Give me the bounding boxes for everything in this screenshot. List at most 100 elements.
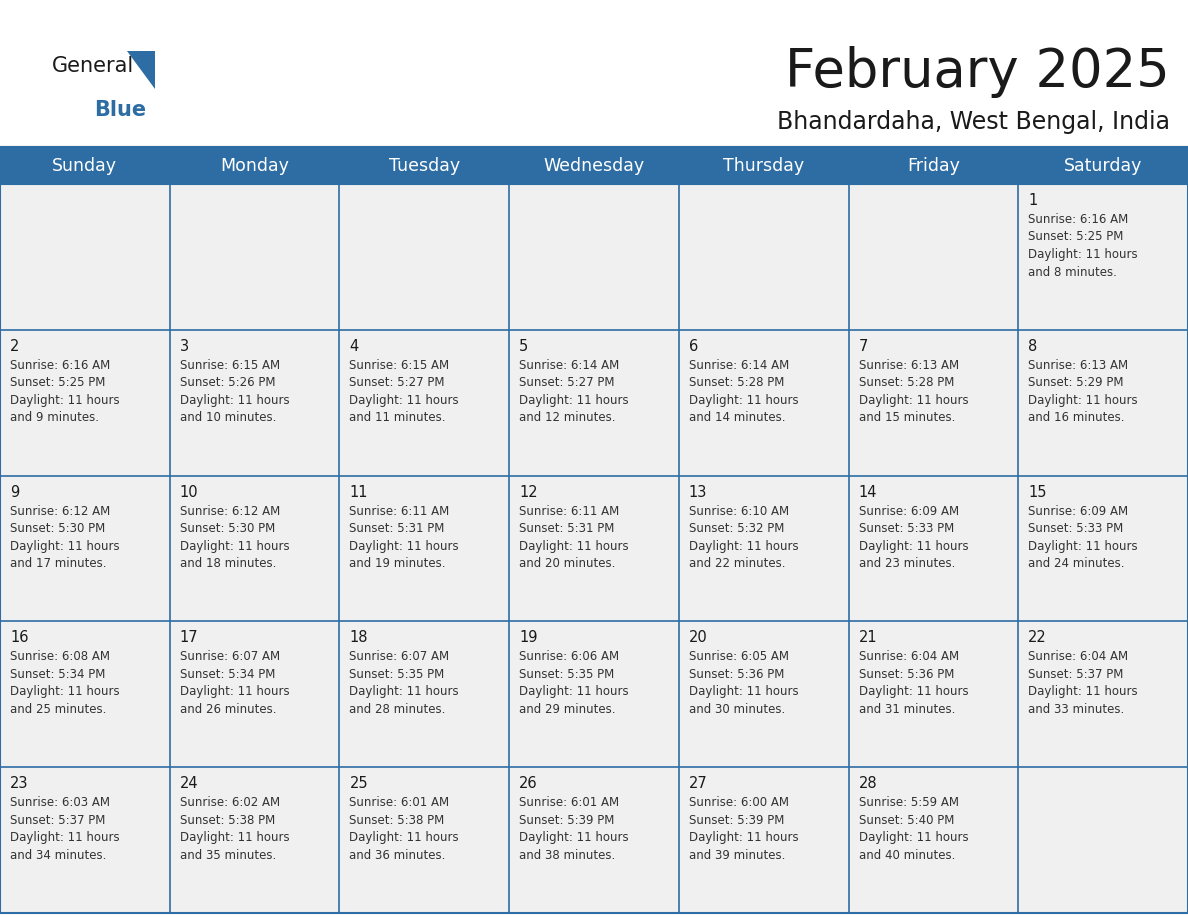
- Text: 13: 13: [689, 485, 707, 499]
- Text: 11: 11: [349, 485, 368, 499]
- Bar: [510, 330, 678, 476]
- Text: 16: 16: [10, 631, 29, 645]
- Text: Thursday: Thursday: [723, 157, 804, 175]
- Text: Friday: Friday: [906, 157, 960, 175]
- Text: Daylight: 11 hours: Daylight: 11 hours: [1029, 686, 1138, 699]
- Text: Saturday: Saturday: [1064, 157, 1143, 175]
- Text: Sunrise: 6:02 AM: Sunrise: 6:02 AM: [179, 796, 280, 809]
- Text: and 10 minutes.: and 10 minutes.: [179, 411, 276, 424]
- Bar: [0, 767, 170, 913]
- Text: General: General: [52, 56, 134, 76]
- Bar: [0, 148, 1188, 184]
- Text: 4: 4: [349, 339, 359, 353]
- Text: Sunrise: 6:16 AM: Sunrise: 6:16 AM: [10, 359, 110, 372]
- Text: 3: 3: [179, 339, 189, 353]
- Text: Sunset: 5:38 PM: Sunset: 5:38 PM: [179, 813, 274, 827]
- Text: Sunset: 5:36 PM: Sunset: 5:36 PM: [689, 668, 784, 681]
- Text: 15: 15: [1029, 485, 1047, 499]
- Text: Sunset: 5:32 PM: Sunset: 5:32 PM: [689, 522, 784, 535]
- Text: 17: 17: [179, 631, 198, 645]
- Text: Sunrise: 6:01 AM: Sunrise: 6:01 AM: [349, 796, 449, 809]
- Text: and 24 minutes.: and 24 minutes.: [1029, 557, 1125, 570]
- Text: 6: 6: [689, 339, 699, 353]
- Text: Daylight: 11 hours: Daylight: 11 hours: [689, 394, 798, 407]
- Text: Sunset: 5:30 PM: Sunset: 5:30 PM: [179, 522, 274, 535]
- Text: Daylight: 11 hours: Daylight: 11 hours: [10, 540, 120, 553]
- Text: Blue: Blue: [94, 100, 146, 120]
- Text: Sunrise: 6:09 AM: Sunrise: 6:09 AM: [859, 505, 959, 518]
- Text: and 25 minutes.: and 25 minutes.: [10, 703, 107, 716]
- Bar: [1018, 330, 1188, 476]
- Bar: [848, 330, 1018, 476]
- Bar: [0, 621, 170, 767]
- Text: Daylight: 11 hours: Daylight: 11 hours: [1029, 540, 1138, 553]
- Bar: [340, 621, 510, 767]
- Text: 8: 8: [1029, 339, 1037, 353]
- Text: Wednesday: Wednesday: [543, 157, 645, 175]
- Text: Daylight: 11 hours: Daylight: 11 hours: [689, 831, 798, 845]
- Text: Sunrise: 6:11 AM: Sunrise: 6:11 AM: [519, 505, 619, 518]
- Text: and 34 minutes.: and 34 minutes.: [10, 849, 107, 862]
- Text: and 39 minutes.: and 39 minutes.: [689, 849, 785, 862]
- Bar: [0, 148, 1188, 913]
- Text: 12: 12: [519, 485, 538, 499]
- Text: Daylight: 11 hours: Daylight: 11 hours: [1029, 248, 1138, 261]
- Text: Sunrise: 6:13 AM: Sunrise: 6:13 AM: [1029, 359, 1129, 372]
- Text: 5: 5: [519, 339, 529, 353]
- Text: Sunset: 5:39 PM: Sunset: 5:39 PM: [519, 813, 614, 827]
- Text: Sunset: 5:33 PM: Sunset: 5:33 PM: [859, 522, 954, 535]
- Text: Daylight: 11 hours: Daylight: 11 hours: [689, 540, 798, 553]
- Text: 7: 7: [859, 339, 868, 353]
- Text: Sunset: 5:35 PM: Sunset: 5:35 PM: [519, 668, 614, 681]
- Text: and 38 minutes.: and 38 minutes.: [519, 849, 615, 862]
- Text: and 40 minutes.: and 40 minutes.: [859, 849, 955, 862]
- Text: Sunset: 5:31 PM: Sunset: 5:31 PM: [349, 522, 444, 535]
- Text: and 16 minutes.: and 16 minutes.: [1029, 411, 1125, 424]
- Text: and 18 minutes.: and 18 minutes.: [179, 557, 276, 570]
- Text: 9: 9: [10, 485, 19, 499]
- Text: Sunrise: 6:14 AM: Sunrise: 6:14 AM: [519, 359, 619, 372]
- Text: Sunrise: 6:07 AM: Sunrise: 6:07 AM: [349, 650, 449, 664]
- Bar: [678, 476, 848, 621]
- Text: 27: 27: [689, 777, 708, 791]
- Text: Sunset: 5:31 PM: Sunset: 5:31 PM: [519, 522, 614, 535]
- Text: Daylight: 11 hours: Daylight: 11 hours: [519, 540, 628, 553]
- Text: and 11 minutes.: and 11 minutes.: [349, 411, 446, 424]
- Text: and 9 minutes.: and 9 minutes.: [10, 411, 99, 424]
- Bar: [678, 330, 848, 476]
- Bar: [340, 184, 510, 330]
- Text: Sunrise: 6:11 AM: Sunrise: 6:11 AM: [349, 505, 450, 518]
- Bar: [848, 767, 1018, 913]
- Polygon shape: [127, 51, 154, 89]
- Text: 21: 21: [859, 631, 877, 645]
- Text: Daylight: 11 hours: Daylight: 11 hours: [10, 394, 120, 407]
- Text: Sunset: 5:30 PM: Sunset: 5:30 PM: [10, 522, 106, 535]
- Bar: [510, 621, 678, 767]
- Bar: [848, 184, 1018, 330]
- Text: Sunset: 5:33 PM: Sunset: 5:33 PM: [1029, 522, 1124, 535]
- Text: Sunset: 5:40 PM: Sunset: 5:40 PM: [859, 813, 954, 827]
- Bar: [170, 184, 340, 330]
- Text: Sunset: 5:38 PM: Sunset: 5:38 PM: [349, 813, 444, 827]
- Text: Daylight: 11 hours: Daylight: 11 hours: [349, 686, 459, 699]
- Text: Sunset: 5:27 PM: Sunset: 5:27 PM: [519, 376, 614, 389]
- Text: Daylight: 11 hours: Daylight: 11 hours: [859, 394, 968, 407]
- Bar: [510, 184, 678, 330]
- Text: and 30 minutes.: and 30 minutes.: [689, 703, 785, 716]
- Bar: [678, 184, 848, 330]
- Text: Daylight: 11 hours: Daylight: 11 hours: [859, 831, 968, 845]
- Bar: [1018, 184, 1188, 330]
- Text: Sunset: 5:35 PM: Sunset: 5:35 PM: [349, 668, 444, 681]
- Text: 18: 18: [349, 631, 368, 645]
- Text: Daylight: 11 hours: Daylight: 11 hours: [10, 686, 120, 699]
- Bar: [848, 621, 1018, 767]
- Text: Daylight: 11 hours: Daylight: 11 hours: [349, 394, 459, 407]
- Bar: [510, 767, 678, 913]
- Text: 22: 22: [1029, 631, 1047, 645]
- Text: Sunrise: 6:06 AM: Sunrise: 6:06 AM: [519, 650, 619, 664]
- Text: Sunrise: 6:15 AM: Sunrise: 6:15 AM: [349, 359, 449, 372]
- Text: Sunrise: 6:12 AM: Sunrise: 6:12 AM: [10, 505, 110, 518]
- Text: and 31 minutes.: and 31 minutes.: [859, 703, 955, 716]
- Text: Sunrise: 6:05 AM: Sunrise: 6:05 AM: [689, 650, 789, 664]
- Text: Sunset: 5:37 PM: Sunset: 5:37 PM: [1029, 668, 1124, 681]
